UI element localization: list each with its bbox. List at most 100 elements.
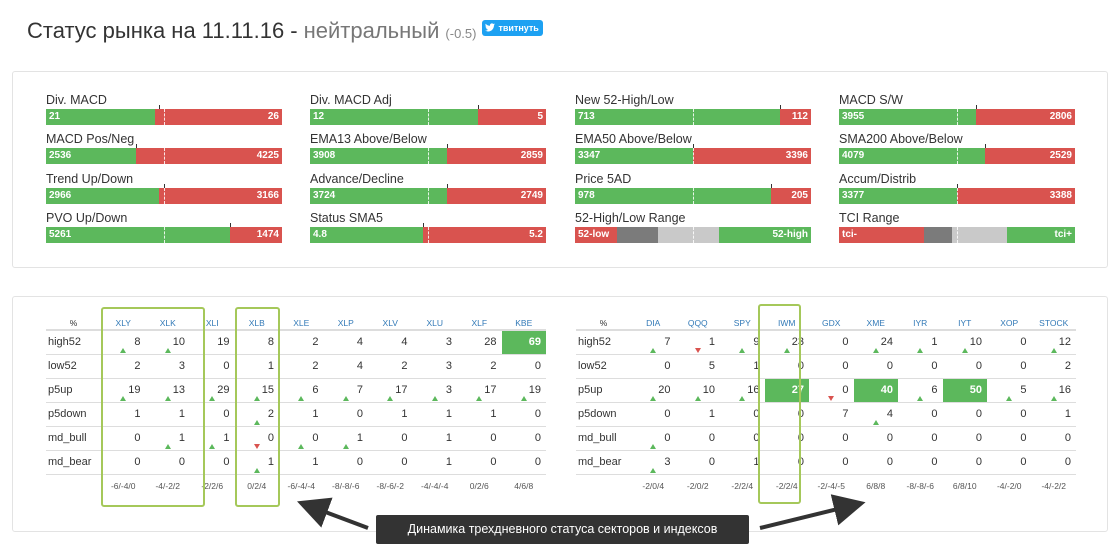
cell-value: 2 xyxy=(490,360,497,372)
column-header-qqq[interactable]: QQQ xyxy=(675,316,720,331)
bar-midline xyxy=(693,188,694,204)
bar-midline xyxy=(693,148,694,164)
annotation-caption: Динамика трехдневного статуса секторов и… xyxy=(376,515,749,544)
cell-value: 16 xyxy=(747,384,760,396)
arrow-up-icon xyxy=(253,419,260,425)
indicator: SMA200 Above/Below 4079 2529 xyxy=(839,131,1075,164)
table-cell: 0 xyxy=(675,449,720,474)
cell-value: 8 xyxy=(134,336,141,349)
column-header-xlb[interactable]: XLB xyxy=(234,316,279,331)
table-cell: 28 xyxy=(457,329,502,354)
indicator-bar: 2536 4225 xyxy=(46,144,282,164)
table-cell: 13 xyxy=(145,377,190,402)
row-label: p5up xyxy=(46,377,101,402)
table-footer-row: -2/0/4 -2/0/2 -2/2/4 -2/2/4 -2/-4/-5 6/8/8 -8/… xyxy=(576,473,1076,498)
bar-red-segment xyxy=(780,109,811,125)
table-cell: 1 xyxy=(368,401,413,426)
indicator-label: EMA50 Above/Below xyxy=(575,132,692,146)
cell-value: 0 xyxy=(931,456,938,468)
column-header-iyt[interactable]: IYT xyxy=(942,316,987,331)
column-header-xlv[interactable]: XLV xyxy=(368,316,413,331)
bar-marker xyxy=(693,144,694,148)
tweet-button[interactable]: твитнуть xyxy=(482,19,543,36)
bar-left-value: 713 xyxy=(578,111,595,122)
table-cell: 0 xyxy=(101,449,146,474)
bar-red-segment xyxy=(693,148,811,164)
cell-value: 1 xyxy=(401,408,408,420)
cell-value: 1 xyxy=(490,408,497,420)
indicator-label: New 52-High/Low xyxy=(575,93,674,107)
bar-left-value: 2536 xyxy=(49,150,72,161)
indicator-bar: 4.8 5.2 xyxy=(310,223,546,243)
column-header-xlk[interactable]: XLK xyxy=(145,316,190,331)
table-cell: 0 xyxy=(1031,449,1076,474)
bar-left-value: 978 xyxy=(578,190,595,201)
cell-value: 0 xyxy=(1020,360,1027,372)
table-cell: 20 xyxy=(631,377,676,402)
column-header-iyr[interactable]: IYR xyxy=(898,316,943,331)
column-header-xlp[interactable]: XLP xyxy=(323,316,368,331)
cell-value: 8 xyxy=(267,336,274,349)
column-header-xlu[interactable]: XLU xyxy=(412,316,457,331)
bar-green-segment xyxy=(310,188,447,204)
table-cell: 0 xyxy=(809,353,854,378)
cell-value: 23 xyxy=(791,336,804,349)
indicator: Div. MACD Adj 12 5 xyxy=(310,92,546,125)
arrow-up-icon xyxy=(209,395,216,401)
range-label: TCI Range xyxy=(839,211,900,225)
column-header-xme[interactable]: XME xyxy=(853,316,898,331)
sectors-table: % XLY XLK XLI XLB XLE XLP XLV XLU XLF KBE high52 8 10… xyxy=(46,316,546,498)
cell-value: 20 xyxy=(658,384,671,396)
table-cell: 0 xyxy=(368,425,413,450)
table-cell: 12 xyxy=(1031,329,1076,354)
table-cell: 4 xyxy=(323,353,368,378)
bar-marker xyxy=(164,184,165,188)
table-cell: 23 xyxy=(764,329,809,354)
cell-value: 0 xyxy=(490,432,497,444)
table-cell: 1 xyxy=(279,449,324,474)
column-header-stock[interactable]: STOCK xyxy=(1031,316,1076,331)
cell-value: 0 xyxy=(886,456,893,468)
cell-value: 7 xyxy=(842,408,849,420)
indicator: New 52-High/Low 713 112 xyxy=(575,92,811,125)
indicator-bar: 3955 2806 xyxy=(839,105,1075,125)
indicator: EMA13 Above/Below 3908 2859 xyxy=(310,131,546,164)
bar-red-segment xyxy=(446,188,546,204)
bar-marker xyxy=(985,144,987,148)
arrow-up-icon xyxy=(739,395,746,401)
cell-value: 15 xyxy=(261,384,274,396)
page-header: Статус рынка на 11.11.16 - нейтральный (… xyxy=(27,18,543,48)
cell-value: 0 xyxy=(797,360,804,372)
cell-value: 1 xyxy=(445,432,452,444)
arrow-up-icon xyxy=(164,395,171,401)
column-header-dia[interactable]: DIA xyxy=(631,316,676,331)
table-cell: 6 xyxy=(279,377,324,402)
column-header-xop[interactable]: XOP xyxy=(987,316,1032,331)
column-header-gdx[interactable]: GDX xyxy=(809,316,854,331)
cell-value: 2 xyxy=(267,408,274,420)
bar-midline xyxy=(428,148,429,164)
column-header-xlf[interactable]: XLF xyxy=(457,316,502,331)
arrow-down-icon xyxy=(694,347,701,353)
cell-value: 4 xyxy=(356,360,363,372)
column-header-xly[interactable]: XLY xyxy=(101,316,146,331)
arrow-up-icon xyxy=(650,395,657,401)
row-label: md_bull xyxy=(576,425,631,450)
table-cell: 0 xyxy=(853,449,898,474)
cell-value: 0 xyxy=(886,432,893,444)
column-header-spy[interactable]: SPY xyxy=(720,316,765,331)
arrow-up-icon xyxy=(120,395,127,401)
table-cell: 2 xyxy=(234,401,279,426)
bar-marker xyxy=(159,105,161,109)
cell-value: 0 xyxy=(708,432,715,444)
column-header-iwm[interactable]: IWM xyxy=(764,316,809,331)
bar-red-segment xyxy=(975,109,1075,125)
column-header-kbe[interactable]: KBE xyxy=(501,316,546,331)
range-right-label: 52-high xyxy=(772,229,808,240)
bar-red-segment xyxy=(477,109,546,125)
footer-empty xyxy=(46,473,101,498)
cell-value: 0 xyxy=(975,360,982,372)
column-header-xli[interactable]: XLI xyxy=(190,316,235,331)
column-header-xle[interactable]: XLE xyxy=(279,316,324,331)
bar-midline xyxy=(693,109,694,125)
